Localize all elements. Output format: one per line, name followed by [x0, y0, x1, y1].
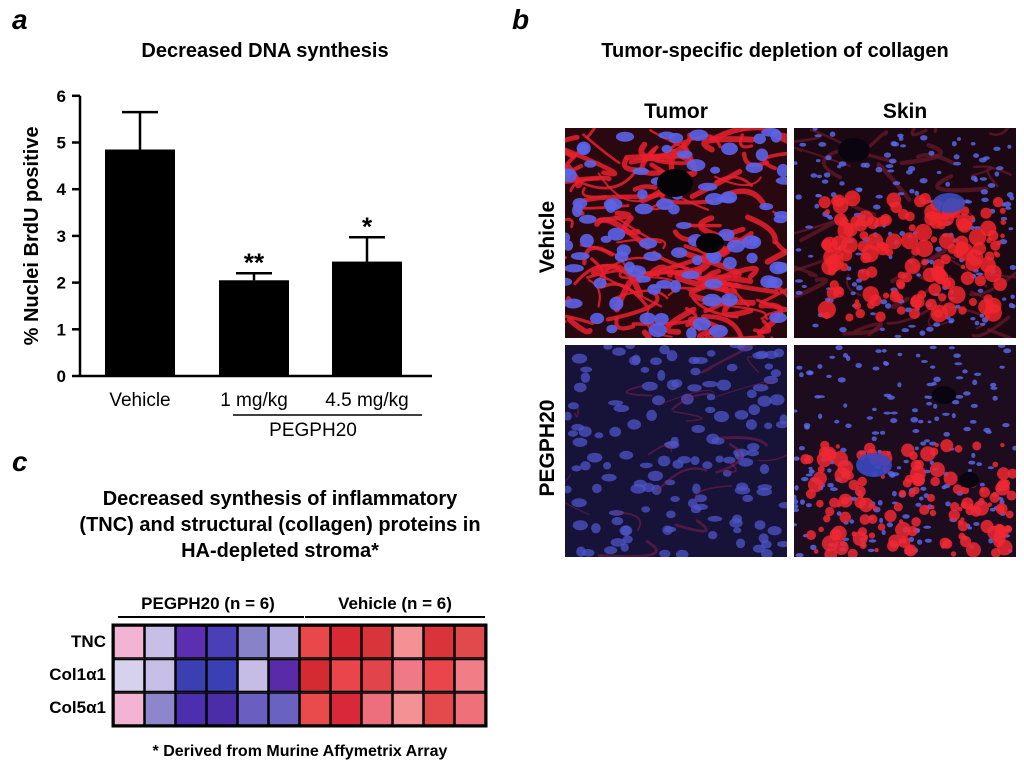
y-tick-label-2: 2 — [57, 274, 66, 293]
heatmap-cell-r1-c5 — [268, 658, 300, 693]
column-label-tumor: Tumor — [644, 100, 708, 123]
panel-letter-b: b — [512, 4, 530, 35]
y-tick-label-6: 6 — [57, 87, 66, 106]
heatmap-cell-r2-c5 — [268, 692, 300, 726]
heatmap-cell-r1-c1 — [144, 658, 176, 693]
panel-c-title-line-3: HA-depleted stroma* — [181, 540, 379, 562]
heatmap-cell-r0-c4 — [237, 625, 269, 659]
significance-label-2: * — [362, 211, 373, 241]
heatmap-cell-r1-c9 — [392, 658, 424, 693]
heatmap-cell-r1-c4 — [237, 658, 269, 693]
heatmap-cell-r2-c3 — [206, 692, 238, 726]
heatmap-cell-r2-c6 — [299, 692, 331, 726]
heatmap-cell-r2-c1 — [144, 692, 176, 726]
heatmap-cell-r2-c8 — [361, 692, 393, 726]
row-label-vehicle: Vehicle — [536, 200, 559, 274]
panel-letter-c: c — [12, 446, 28, 477]
bar-2 — [332, 261, 402, 376]
bar-chart: 0 1 2 3 4 5 6 % Nuclei BrdU positive Vehicle ** 1 … — [21, 87, 432, 441]
panel-c-title-line-1: Decreased synthesis of inflammatory — [102, 488, 458, 510]
heatmap-cell-r0-c6 — [299, 625, 331, 659]
heatmap-cell-r2-c0 — [113, 692, 145, 726]
chart-title: Decreased DNA synthesis — [141, 40, 389, 62]
heatmap-cell-r2-c11 — [454, 692, 486, 726]
heatmap-cell-r1-c2 — [175, 658, 207, 693]
category-label-1: 1 mg/kg — [220, 390, 288, 411]
heatmap-cell-r0-c3 — [206, 625, 238, 659]
heatmap-cell-r1-c3 — [206, 658, 238, 693]
heatmap-row-label-tnc: TNC — [71, 632, 106, 651]
heatmap-cell-r0-c8 — [361, 625, 393, 659]
category-label-0: Vehicle — [109, 390, 170, 411]
bar-0 — [105, 149, 175, 376]
y-tick-label-5: 5 — [57, 134, 66, 153]
heatmap-row-label-col5a1: Col5α1 — [49, 698, 106, 717]
heatmap-cell-r1-c7 — [330, 658, 362, 693]
heatmap-cell-r0-c9 — [392, 625, 424, 659]
column-label-skin: Skin — [882, 100, 928, 123]
heatmap-cell-r1-c0 — [113, 658, 145, 693]
heatmap-cell-r2-c7 — [330, 692, 362, 726]
bar-1 — [219, 280, 289, 376]
heatmap-cell-r1-c11 — [454, 658, 486, 693]
heatmap-group-vehicle: Vehicle (n = 6) — [338, 594, 452, 613]
heatmap-cell-r0-c5 — [268, 625, 300, 659]
heatmap-cell-r1-c6 — [299, 658, 331, 693]
y-tick-label-1: 1 — [57, 320, 66, 339]
heatmap-cell-r0-c1 — [144, 625, 176, 659]
micrograph-skin-pegph20 — [794, 345, 1016, 557]
heatmap-group-underline-pegph20 — [118, 616, 304, 618]
micrograph-skin-vehicle — [794, 128, 1016, 338]
heatmap-cell-r1-c10 — [423, 658, 455, 693]
heatmap-group-pegph20: PEGPH20 (n = 6) — [141, 594, 275, 613]
heatmap-cell-r0-c2 — [175, 625, 207, 659]
heatmap-cell-r2-c4 — [237, 692, 269, 726]
y-tick-label-4: 4 — [57, 180, 67, 199]
heatmap — [111, 623, 488, 728]
heatmap-cell-r2-c10 — [423, 692, 455, 726]
heatmap-cell-r0-c0 — [113, 625, 145, 659]
panel-c-title-line-2: (TNC) and structural (collagen) proteins… — [79, 514, 481, 536]
panel-b-title: Tumor-specific depletion of collagen — [601, 40, 949, 62]
heatmap-group-underline-vehicle — [305, 616, 485, 618]
micrograph-tumor-vehicle — [565, 128, 787, 338]
panel-c-title: Decreased synthesis of inflammatory (TNC… — [20, 486, 540, 564]
heatmap-cell-r2-c2 — [175, 692, 207, 726]
heatmap-cell-r0-c11 — [454, 625, 486, 659]
heatmap-cell-r0-c10 — [423, 625, 455, 659]
y-axis-label: % Nuclei BrdU positive — [21, 126, 43, 345]
y-tick-label-0: 0 — [57, 367, 66, 386]
micrograph-tumor-pegph20 — [565, 345, 787, 557]
heatmap-border — [111, 623, 488, 728]
group-label-pegph20: PEGPH20 — [269, 420, 357, 441]
heatmap-cell-r2-c9 — [392, 692, 424, 726]
panel-letter-a: a — [12, 4, 28, 35]
heatmap-footnote: * Derived from Murine Affymetrix Array — [152, 743, 448, 760]
heatmap-row-label-col1a1: Col1α1 — [49, 665, 106, 684]
category-label-2: 4.5 mg/kg — [325, 390, 408, 411]
y-tick-label-3: 3 — [57, 227, 66, 246]
heatmap-cell-r1-c8 — [361, 658, 393, 693]
heatmap-cell-r0-c7 — [330, 625, 362, 659]
significance-label-1: ** — [244, 247, 265, 277]
